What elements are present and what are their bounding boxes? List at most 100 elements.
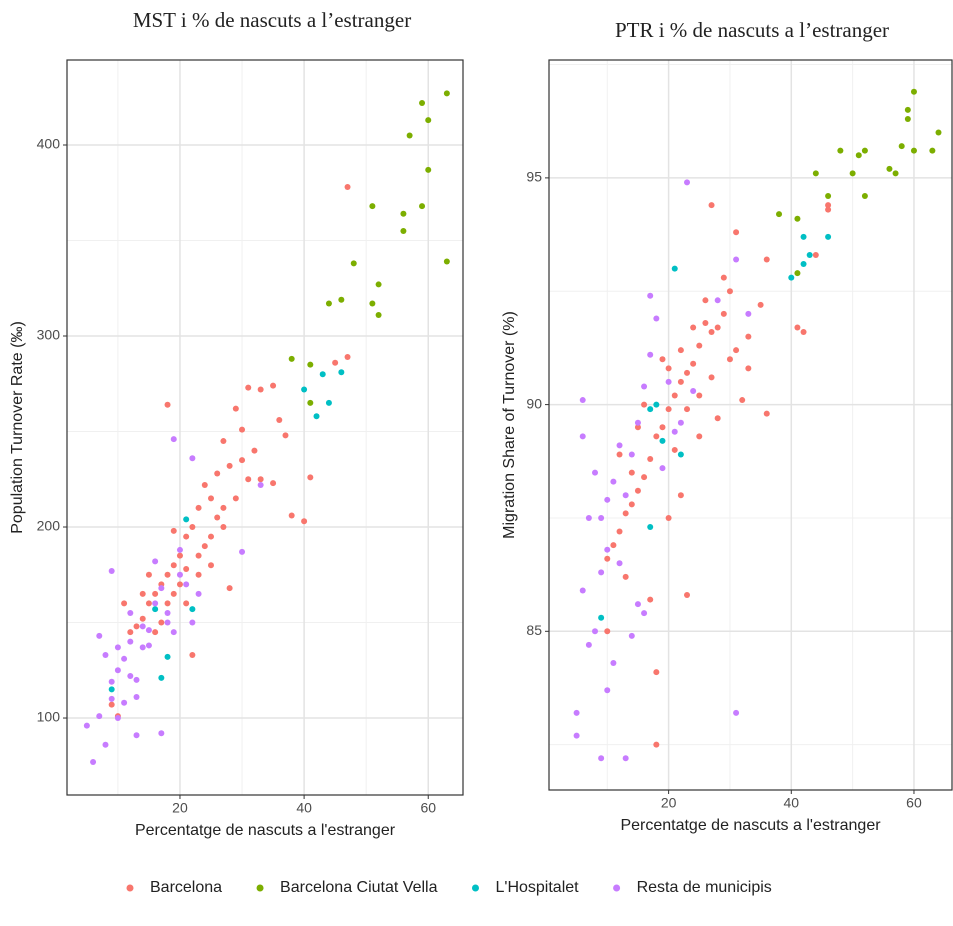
point bbox=[183, 516, 190, 523]
point bbox=[257, 386, 264, 393]
point bbox=[598, 569, 605, 576]
point bbox=[164, 653, 171, 660]
point bbox=[96, 713, 103, 720]
point bbox=[659, 424, 666, 431]
point bbox=[270, 382, 277, 389]
point bbox=[158, 619, 165, 626]
legend-marker bbox=[256, 884, 264, 892]
point bbox=[195, 590, 202, 597]
x-axis-title: Percentatge de nascuts a l'estranger bbox=[135, 822, 396, 839]
point bbox=[579, 433, 586, 440]
point bbox=[189, 651, 196, 658]
point bbox=[647, 596, 654, 603]
point bbox=[419, 99, 426, 106]
point bbox=[622, 492, 629, 499]
point bbox=[708, 374, 715, 381]
point bbox=[313, 413, 320, 420]
point bbox=[641, 383, 648, 390]
point bbox=[745, 310, 752, 317]
point bbox=[634, 424, 641, 431]
point bbox=[861, 193, 868, 200]
point bbox=[714, 415, 721, 422]
point bbox=[164, 571, 171, 578]
point bbox=[653, 669, 660, 676]
point bbox=[671, 392, 678, 399]
point bbox=[837, 147, 844, 154]
point bbox=[90, 758, 97, 765]
x-tick-label: 20 bbox=[172, 800, 188, 816]
point bbox=[245, 476, 252, 483]
point bbox=[183, 581, 190, 588]
point bbox=[276, 417, 283, 424]
point bbox=[757, 301, 764, 308]
point bbox=[114, 715, 121, 722]
point bbox=[684, 369, 691, 376]
point bbox=[647, 524, 654, 531]
point bbox=[350, 260, 357, 267]
point bbox=[598, 514, 605, 521]
point bbox=[904, 115, 911, 122]
point bbox=[653, 433, 660, 440]
point bbox=[133, 732, 140, 739]
point bbox=[665, 514, 672, 521]
point bbox=[616, 528, 623, 535]
point bbox=[325, 399, 332, 406]
legend-marker bbox=[613, 884, 621, 892]
point bbox=[733, 229, 740, 236]
point bbox=[102, 741, 109, 748]
point bbox=[610, 660, 617, 667]
point bbox=[910, 147, 917, 154]
point bbox=[794, 324, 801, 331]
point bbox=[183, 566, 190, 573]
point bbox=[176, 571, 183, 578]
point bbox=[96, 632, 103, 639]
point bbox=[616, 451, 623, 458]
point bbox=[288, 355, 295, 362]
point bbox=[647, 292, 654, 299]
point bbox=[708, 202, 715, 209]
point bbox=[573, 732, 580, 739]
point bbox=[739, 397, 746, 404]
point bbox=[226, 462, 233, 469]
point bbox=[127, 629, 134, 636]
point bbox=[133, 694, 140, 701]
point bbox=[257, 481, 264, 488]
point bbox=[208, 562, 214, 569]
point bbox=[671, 265, 678, 272]
point bbox=[195, 504, 202, 511]
point bbox=[677, 347, 684, 354]
point bbox=[726, 288, 733, 295]
point bbox=[127, 638, 134, 645]
point bbox=[788, 274, 795, 281]
point bbox=[189, 606, 196, 613]
point bbox=[634, 487, 641, 494]
point bbox=[301, 518, 308, 525]
point bbox=[622, 755, 629, 762]
point bbox=[301, 386, 308, 393]
point bbox=[647, 406, 654, 413]
point bbox=[665, 365, 672, 372]
point bbox=[647, 351, 654, 358]
point bbox=[659, 437, 666, 444]
point bbox=[208, 533, 214, 540]
point bbox=[195, 571, 202, 578]
point bbox=[690, 360, 697, 367]
point bbox=[929, 147, 936, 154]
point bbox=[696, 392, 703, 399]
point bbox=[585, 514, 592, 521]
point bbox=[127, 673, 134, 680]
point bbox=[164, 600, 171, 607]
point bbox=[419, 203, 426, 210]
point bbox=[610, 542, 617, 549]
point bbox=[400, 227, 407, 234]
point bbox=[145, 627, 152, 634]
point bbox=[189, 524, 196, 531]
point bbox=[226, 585, 233, 592]
point bbox=[677, 419, 684, 426]
point bbox=[634, 601, 641, 608]
point bbox=[170, 590, 177, 597]
point bbox=[904, 106, 911, 113]
point bbox=[598, 614, 605, 621]
point bbox=[425, 117, 432, 124]
